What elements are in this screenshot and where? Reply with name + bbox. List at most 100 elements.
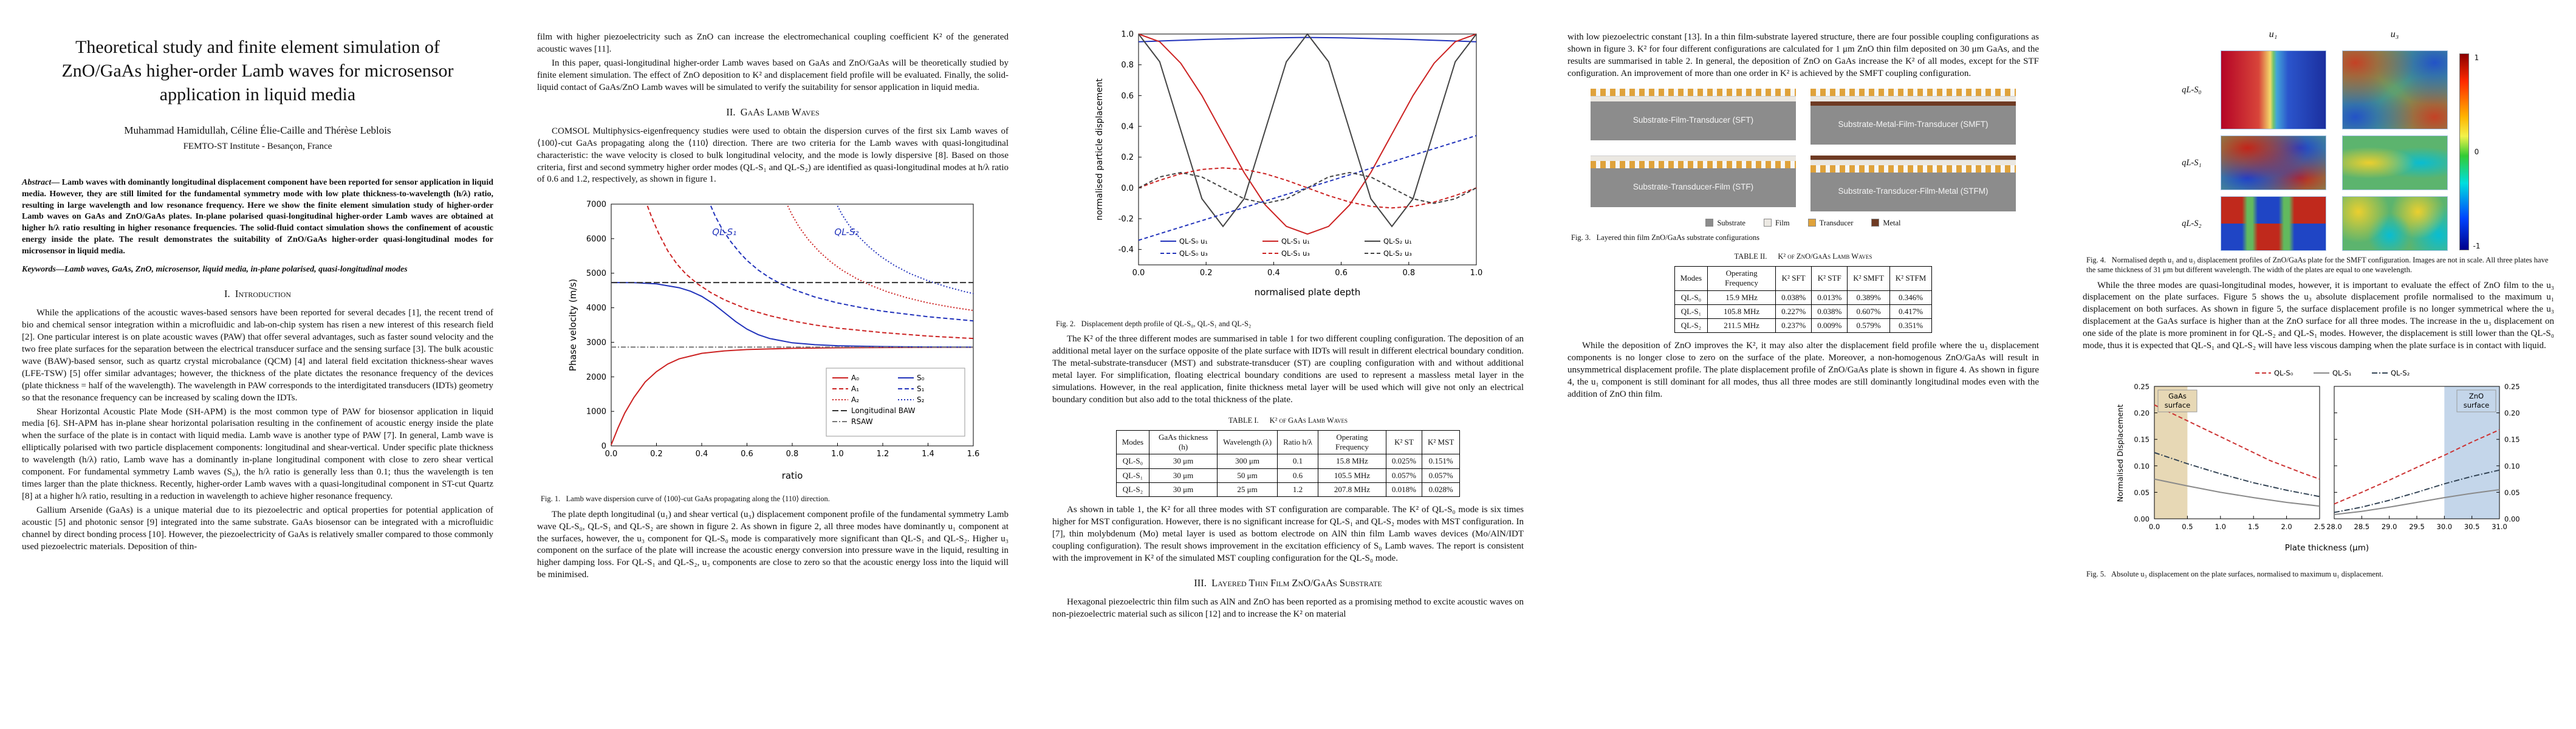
- svg-text:0.05: 0.05: [2134, 488, 2150, 497]
- svg-text:Phase velocity (m/s): Phase velocity (m/s): [567, 279, 578, 371]
- section-heading-gaas-lamb-waves: II. GaAs Lamb Waves: [726, 106, 820, 118]
- table-1-cell: 30 μm: [1149, 454, 1218, 469]
- table-1-cell: 0.057%: [1422, 468, 1461, 483]
- svg-text:28.0: 28.0: [2326, 522, 2342, 531]
- svg-text:0.6: 0.6: [741, 450, 753, 459]
- svg-text:QL-S₂: QL-S₂: [834, 227, 858, 238]
- svg-text:A₂: A₂: [851, 395, 859, 404]
- paragraph: While the three modes are quasi-longitud…: [2083, 280, 2554, 351]
- table-1-cell: 105.5 MHz: [1317, 468, 1386, 483]
- svg-text:QL-S₀: QL-S₀: [2274, 369, 2293, 377]
- table-1-cell: 0.028%: [1422, 482, 1461, 498]
- config-panel: Substrate-Transducer-Film (STF): [1591, 155, 1796, 211]
- figure-3-legend: Substrate Film Transducer Metal: [1567, 218, 2039, 228]
- svg-text:0.2: 0.2: [1200, 269, 1213, 278]
- page-column-4: with low piezoelectric constant [13]. In…: [1546, 0, 2061, 729]
- mode-image-qls0-u3: [2341, 50, 2448, 129]
- config-panel: Substrate-Metal-Film-Transducer (SMFT): [1810, 88, 2016, 145]
- colorbar-max: 1: [2474, 53, 2479, 62]
- table-2-cell: 211.5 MHz: [1707, 318, 1776, 334]
- svg-text:ZnO: ZnO: [2469, 392, 2484, 400]
- svg-text:1.5: 1.5: [2248, 522, 2259, 531]
- svg-text:QL-S₁ u₃: QL-S₁ u₃: [1281, 249, 1310, 258]
- layer-substrate: Substrate-Transducer-Film (STF): [1591, 168, 1796, 207]
- page-column-2: film with higher piezoelectricity such a…: [515, 0, 1030, 729]
- svg-text:surface: surface: [2165, 401, 2191, 409]
- svg-text:4000: 4000: [586, 304, 606, 313]
- table-2-cell: 0.579%: [1847, 318, 1890, 334]
- legend-swatch: [1763, 218, 1772, 227]
- table-2-cell: 0.346%: [1889, 290, 1933, 305]
- svg-text:2000: 2000: [586, 373, 606, 382]
- svg-text:0.0: 0.0: [1121, 184, 1134, 193]
- legend-swatch: [1807, 218, 1816, 227]
- config-panel: Substrate-Film-Transducer (SFT): [1591, 88, 1796, 145]
- paragraph: film with higher piezoelectricity such a…: [537, 32, 1009, 54]
- svg-text:0.5: 0.5: [2182, 522, 2193, 531]
- table-2: Modes Operating Frequency K² SFT K² STF K² S…: [1674, 266, 1933, 334]
- row-label-qls0: qL-S₀: [2182, 84, 2202, 95]
- svg-text:0.20: 0.20: [2504, 409, 2520, 417]
- config-label: Substrate-Film-Transducer (SFT): [1632, 115, 1754, 125]
- table-2-cell: 0.038%: [1811, 304, 1848, 320]
- table-1-row: QL-S₀ 30 μm 300 μm 0.1 15.8 MHz 0.025% 0.151%: [1115, 454, 1461, 469]
- table-2-row: QL-S₀ 15.9 MHz 0.038% 0.013% 0.389% 0.346%: [1674, 290, 1933, 305]
- legend-swatch: [1871, 218, 1880, 227]
- colorbar: 1 0 -1: [2459, 53, 2481, 250]
- svg-text:1.0: 1.0: [1470, 269, 1483, 278]
- dispersion-chart: 0.0 0.2 0.4 0.6 0.8 1.0 1.2 1.4 1.6 0 1000 2000 3000…: [567, 200, 979, 482]
- svg-text:Normalised Displacement: Normalised Displacement: [2115, 405, 2125, 502]
- table-1-cell: 30 μm: [1149, 482, 1218, 498]
- config-label: Substrate-Metal-Film-Transducer (SMFT): [1838, 120, 1989, 129]
- fig3-legend-item: Film: [1763, 218, 1790, 228]
- table-2-cell: 0.389%: [1847, 290, 1890, 305]
- table-2-header-row: Modes Operating Frequency K² SFT K² STF K² S…: [1674, 266, 1933, 291]
- svg-text:29.0: 29.0: [2382, 522, 2397, 531]
- svg-text:A₁: A₁: [851, 385, 859, 393]
- table-1: Modes GaAs thickness (h) Wavelength (λ) Rat…: [1115, 430, 1461, 498]
- svg-text:1.0: 1.0: [831, 450, 844, 459]
- svg-text:S₁: S₁: [917, 385, 925, 393]
- table-2-cell: QL-S₂: [1674, 318, 1708, 334]
- colorbar-labels: 1 0 -1: [2473, 53, 2481, 250]
- layer-transducer: [1591, 88, 1796, 96]
- svg-text:normalised particle displaceme: normalised particle displacement: [1095, 78, 1105, 221]
- svg-text:-0.4: -0.4: [1118, 245, 1134, 255]
- figure-3: Substrate-Film-Transducer (SFT) Substrate…: [1567, 88, 2039, 242]
- table-1-row: QL-S₁ 30 μm 50 μm 0.6 105.5 MHz 0.057% 0.057%: [1115, 468, 1461, 483]
- svg-text:0.15: 0.15: [2134, 436, 2150, 444]
- table-2-row: QL-S₁ 105.8 MHz 0.227% 0.038% 0.607% 0.417%: [1674, 304, 1933, 320]
- svg-text:3000: 3000: [586, 338, 606, 347]
- table-2-row: QL-S₂ 211.5 MHz 0.237% 0.009% 0.579% 0.351%: [1674, 318, 1933, 334]
- svg-text:0.8: 0.8: [786, 450, 799, 459]
- table-2-label: TABLE II.: [1734, 252, 1767, 261]
- column-header-u3: u₃: [2390, 29, 2399, 39]
- layer-metal: [1810, 155, 2016, 160]
- keywords: Keywords—Lamb waves, GaAs, ZnO, microsen…: [22, 264, 493, 276]
- svg-text:0.10: 0.10: [2134, 462, 2150, 470]
- table-1-cell: 0.1: [1277, 454, 1318, 469]
- displacement-profile-chart: 0.0 0.2 0.4 0.6 0.8 1.0 -0.4 -0.2 0.0 0.2 0.4 0.6 0.…: [1095, 30, 1483, 298]
- table-2-cell: 0.417%: [1889, 304, 1933, 320]
- paragraph: As shown in table 1, the K² for all thre…: [1052, 505, 1524, 563]
- layer-transducer: [1810, 88, 2016, 96]
- figure-1-caption: Fig. 1. Lamb wave dispersion curve of ⟨1…: [541, 495, 830, 504]
- config-label: Substrate-Transducer-Film (STF): [1632, 182, 1754, 192]
- table-2-cell: 105.8 MHz: [1707, 304, 1776, 320]
- page-column-1: Theoretical study and finite element sim…: [0, 0, 515, 729]
- fig3-legend-item: Transducer: [1807, 218, 1853, 228]
- table-1-cell: 0.057%: [1385, 468, 1423, 483]
- svg-text:0.10: 0.10: [2504, 462, 2520, 470]
- svg-text:Plate thickness (μm): Plate thickness (μm): [2285, 543, 2369, 553]
- layer-film: [1810, 95, 2016, 101]
- table-1-cell: 0.6: [1277, 468, 1318, 483]
- svg-text:A₀: A₀: [851, 374, 859, 382]
- svg-text:0.6: 0.6: [1335, 269, 1348, 278]
- svg-text:30.0: 30.0: [2437, 522, 2453, 531]
- mode-image-qls1-u3: [2341, 135, 2448, 190]
- row-label-qls1: qL-S₁: [2182, 157, 2202, 168]
- svg-text:30.5: 30.5: [2464, 522, 2480, 531]
- svg-text:0.0: 0.0: [1132, 269, 1145, 278]
- svg-text:0.8: 0.8: [1121, 61, 1134, 70]
- svg-text:QL-S₁: QL-S₁: [2332, 369, 2351, 377]
